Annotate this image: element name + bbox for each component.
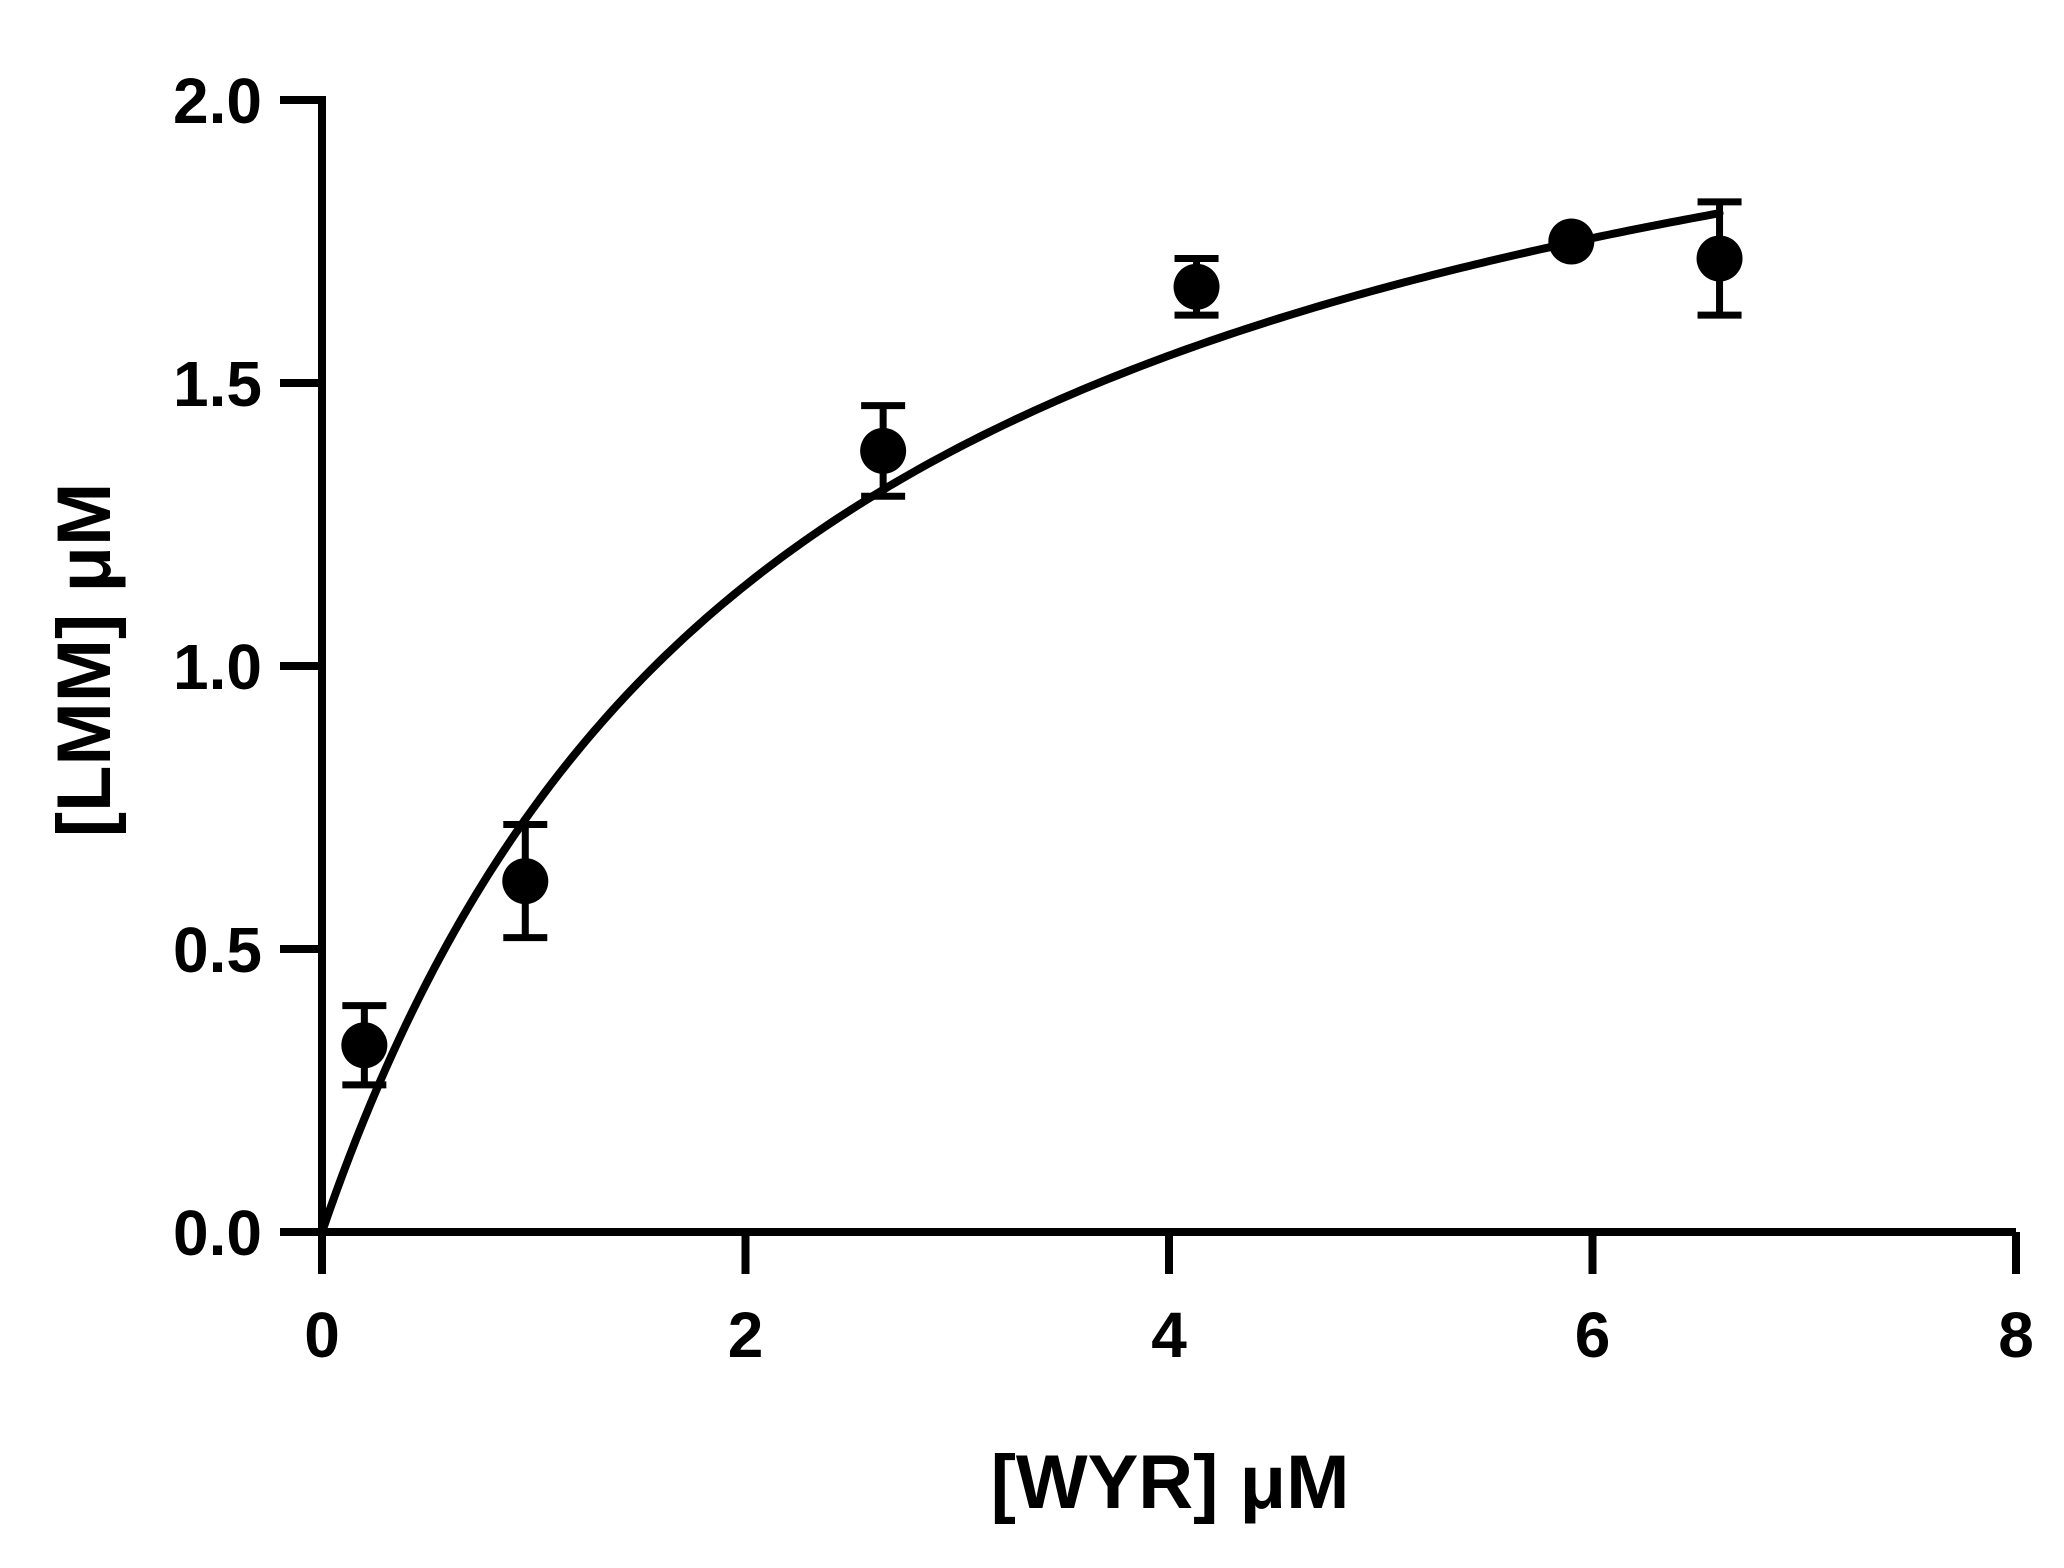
x-tick-label: 6 [1575, 1299, 1611, 1371]
x-tick-label: 2 [728, 1299, 764, 1371]
data-point [1696, 235, 1743, 282]
y-tick-label: 2.0 [173, 65, 262, 137]
fit-curve-layer [318, 209, 1724, 1236]
y-tick-label: 0.0 [173, 1197, 262, 1269]
x-axis-title: [WYR] μM [991, 1440, 1350, 1525]
data-point [860, 427, 907, 474]
y-tick-label: 1.0 [173, 631, 262, 703]
x-tick-label: 0 [304, 1299, 340, 1371]
data-point [341, 1022, 388, 1069]
data-point [502, 858, 549, 905]
y-ticks: 0.0 0.5 1.0 1.5 2.0 [173, 65, 322, 1269]
data-point [1173, 263, 1220, 310]
data-points-layer [341, 198, 1743, 1089]
data-point [1548, 218, 1595, 265]
fit-curve [318, 209, 1724, 1236]
y-tick-label: 0.5 [173, 914, 262, 986]
x-tick-label: 4 [1151, 1299, 1187, 1371]
y-axis-title: [LMM] μM [42, 483, 127, 838]
x-ticks: 0 2 4 6 8 [304, 1232, 2034, 1371]
x-tick-label: 8 [1998, 1299, 2034, 1371]
axes [318, 96, 2016, 1236]
y-tick-label: 1.5 [173, 348, 262, 420]
